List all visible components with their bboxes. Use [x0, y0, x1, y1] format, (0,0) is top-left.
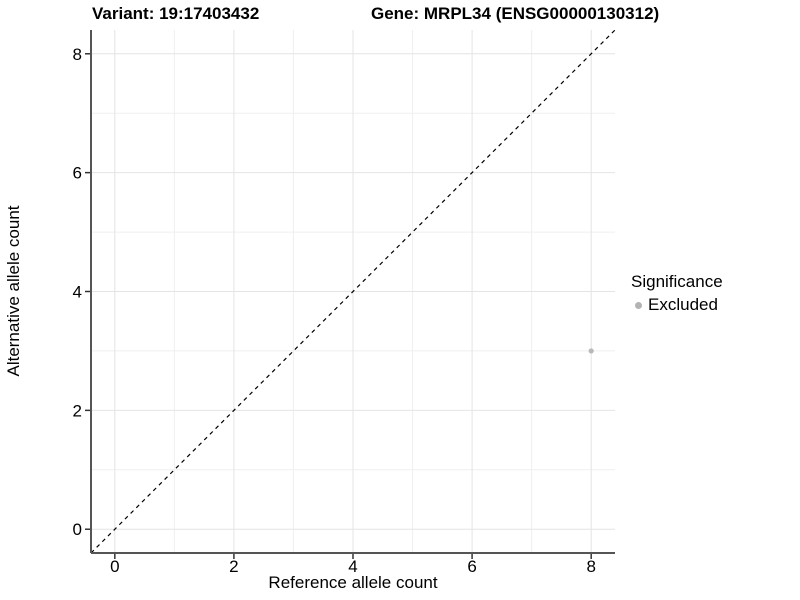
y-axis-label: Alternative allele count	[4, 205, 23, 377]
y-tick-label: 8	[73, 45, 82, 64]
x-tick-label: 8	[586, 557, 595, 576]
legend-point-icon	[635, 301, 642, 309]
legend-item-excluded: Excluded	[631, 295, 723, 315]
x-tick-label: 6	[467, 557, 476, 576]
y-tick-label: 0	[73, 520, 82, 539]
legend: Significance Excluded	[631, 272, 723, 315]
y-tick-label: 6	[73, 164, 82, 183]
y-tick-label: 2	[73, 401, 82, 420]
legend-title: Significance	[631, 272, 723, 291]
identity-dashed-line	[90, 29, 616, 554]
x-tick-label: 2	[229, 557, 238, 576]
y-tick-label: 4	[73, 283, 82, 302]
x-tick-label: 0	[110, 557, 119, 576]
plot-title-gene: Gene: MRPL34 (ENSG00000130312)	[371, 4, 660, 23]
x-axis-label: Reference allele count	[268, 573, 438, 592]
data-point	[588, 348, 594, 354]
plot-title-variant: Variant: 19:17403432	[92, 4, 260, 23]
x-tick-label: 4	[348, 557, 357, 576]
legend-item-label: Excluded	[648, 295, 718, 314]
